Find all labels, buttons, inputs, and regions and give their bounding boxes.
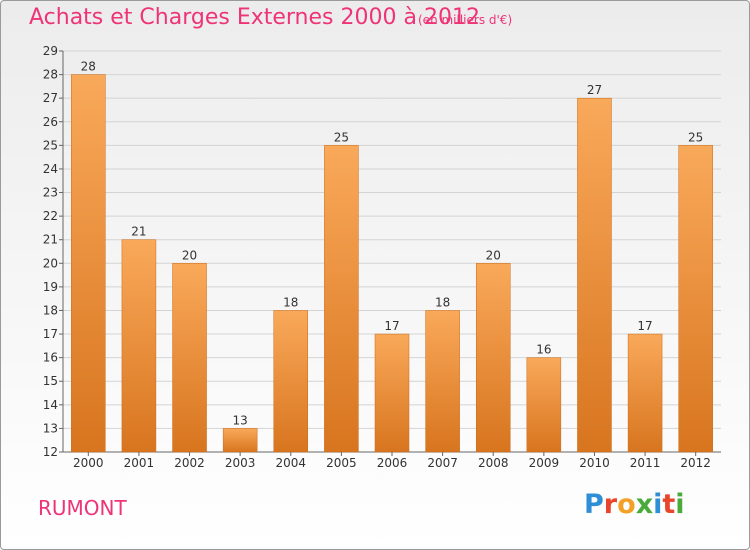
y-tick-label: 16 [43, 351, 58, 365]
y-tick-label: 17 [43, 327, 58, 341]
y-tick-label: 15 [43, 374, 58, 388]
commune-name: RUMONT [38, 496, 127, 520]
y-tick-label: 24 [43, 162, 58, 176]
x-tick-label: 2003 [225, 456, 256, 470]
bar [222, 428, 258, 453]
bar-value-label: 13 [233, 413, 248, 427]
y-tick-label: 29 [43, 44, 58, 58]
y-tick-label: 12 [43, 445, 58, 459]
logo-letter: P [584, 489, 604, 520]
chart-subtitle: (en milliers d'€) [418, 13, 513, 27]
bar [425, 310, 460, 453]
y-tick-label: 21 [43, 233, 58, 247]
x-tick-label: 2007 [427, 456, 458, 470]
y-tick-label: 28 [43, 68, 58, 82]
bar [475, 263, 511, 453]
logo-letter: r [603, 489, 618, 520]
bar [121, 239, 157, 453]
bar-value-label: 25 [334, 130, 349, 144]
bar-value-label: 20 [182, 248, 197, 262]
bar [71, 74, 106, 453]
x-tick-label: 2009 [529, 456, 560, 470]
bar-value-label: 17 [637, 319, 652, 333]
logo-letter: o [617, 489, 636, 520]
y-tick-label: 23 [43, 186, 58, 200]
y-tick-label: 14 [43, 398, 58, 412]
x-tick-label: 2000 [73, 456, 104, 470]
bar-value-label: 20 [486, 248, 501, 262]
y-tick-label: 26 [43, 115, 58, 129]
x-tick-label: 2004 [275, 456, 306, 470]
logo-letter: t [662, 489, 676, 520]
y-tick-label: 13 [43, 421, 58, 435]
y-tick-label: 22 [43, 209, 58, 223]
y-tick-label: 25 [43, 138, 58, 152]
bar-value-label: 16 [536, 343, 551, 357]
x-tick-label: 2011 [630, 456, 661, 470]
x-tick-label: 2002 [174, 456, 205, 470]
bar [273, 310, 309, 453]
x-tick-label: 2006 [377, 456, 408, 470]
x-tick-label: 2010 [579, 456, 610, 470]
bar-value-label: 28 [81, 60, 96, 74]
bar [324, 145, 359, 453]
bar-value-label: 21 [131, 225, 146, 239]
proxiti-logo[interactable]: Proxiti [584, 489, 685, 520]
bar-value-label: 18 [435, 295, 450, 309]
y-tick-label: 27 [43, 91, 58, 105]
bar [374, 333, 410, 453]
logo-letter: i [653, 489, 663, 520]
bar [577, 97, 612, 453]
y-tick-label: 20 [43, 256, 58, 270]
y-tick-label: 19 [43, 280, 58, 294]
x-tick-label: 2008 [478, 456, 509, 470]
logo-letter: x [635, 489, 654, 520]
y-tick-label: 18 [43, 303, 58, 317]
bar [678, 145, 713, 453]
bar-value-label: 25 [688, 130, 703, 144]
chart-title: Achats et Charges Externes 2000 à 2012 [29, 5, 480, 30]
x-tick-label: 2005 [326, 456, 357, 470]
logo-letter: i [675, 489, 685, 520]
bar [526, 357, 562, 453]
bar [627, 333, 663, 453]
bar [172, 263, 207, 453]
bar-value-label: 17 [384, 319, 399, 333]
bar-value-label: 27 [587, 83, 602, 97]
x-tick-label: 2001 [124, 456, 155, 470]
bar-value-label: 18 [283, 295, 298, 309]
x-tick-label: 2012 [680, 456, 711, 470]
